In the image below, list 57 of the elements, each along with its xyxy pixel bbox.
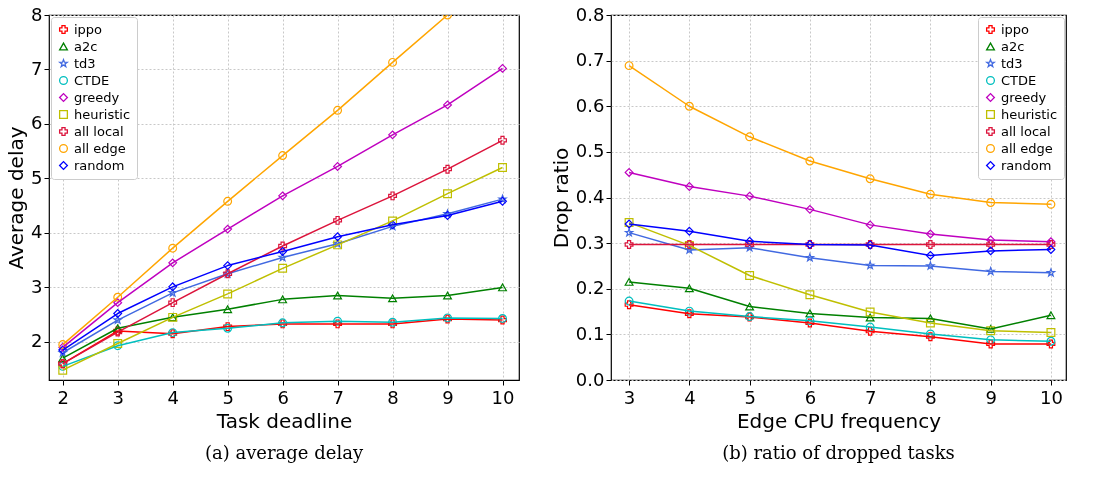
legend-label: greedy: [74, 89, 120, 105]
x-tick-label: 2: [57, 386, 69, 408]
legend-label: all edge: [1001, 140, 1053, 156]
x-tick-label: 6: [804, 386, 817, 408]
legend-label: a2c: [74, 38, 98, 54]
x-tick-label: 5: [222, 386, 234, 408]
y-tick-label: 6: [31, 112, 43, 134]
y-axis-title: Drop ratio: [548, 147, 573, 249]
legend-label: all local: [74, 123, 124, 139]
y-tick-label: 0.1: [575, 322, 605, 344]
x-tick-label: 9: [985, 386, 997, 408]
legend-label: random: [74, 157, 125, 173]
x-tick-label: 10: [491, 386, 515, 408]
text: (a) average delay: [204, 442, 364, 463]
legend-label: greedy: [1001, 89, 1047, 105]
x-tick-label: 5: [744, 386, 756, 408]
x-tick-label: 4: [684, 386, 696, 408]
y-tick-label: 5: [31, 166, 43, 188]
y-tick-label: 2: [31, 330, 43, 352]
x-tick-label: 3: [112, 386, 124, 408]
legend-label: ippo: [1001, 21, 1030, 37]
legend-label: random: [1001, 157, 1052, 173]
y-tick-label: 0.6: [575, 94, 605, 116]
x-tick-label: 7: [864, 386, 877, 408]
legend-label: ippo: [74, 21, 103, 37]
legend-label: td3: [74, 55, 96, 71]
y-tick-label: 3: [31, 275, 43, 297]
y-tick-label: 8: [31, 3, 43, 25]
y-tick-label: 0.5: [575, 140, 605, 162]
y-tick-label: 0.2: [575, 277, 605, 299]
x-tick-label: 10: [1039, 386, 1063, 408]
x-axis-title: Edge CPU frequency: [736, 408, 942, 433]
x-tick-label: 9: [442, 386, 454, 408]
y-tick-label: 7: [31, 57, 43, 79]
x-axis-title: Task deadline: [215, 408, 353, 433]
y-tick-label: 0.4: [575, 186, 605, 207]
text: (b) ratio of dropped tasks: [722, 442, 955, 463]
legend-label: td3: [1001, 55, 1023, 71]
y-tick-label: 4: [31, 221, 43, 243]
x-tick-label: 8: [925, 386, 937, 408]
y-tick-label: 0.7: [575, 49, 605, 71]
x-tick-label: 4: [167, 386, 179, 408]
y-tick-label: 0.0: [575, 368, 605, 390]
legend-label: heuristic: [74, 106, 131, 122]
legend-label: CTDE: [74, 72, 110, 88]
legend-label: CTDE: [1001, 72, 1037, 88]
y-axis-title: Average delay: [4, 126, 29, 270]
legend-label: all local: [1001, 123, 1051, 139]
y-tick-label: 0.3: [575, 231, 605, 253]
legend-label: heuristic: [1001, 106, 1058, 122]
x-tick-label: 7: [332, 386, 344, 408]
legend-label: all edge: [74, 140, 126, 156]
x-tick-label: 6: [277, 386, 289, 408]
x-tick-label: 3: [623, 386, 636, 408]
x-tick-label: 8: [387, 386, 399, 408]
legend-label: a2c: [1001, 38, 1025, 54]
y-tick-label: 0.8: [575, 3, 605, 25]
